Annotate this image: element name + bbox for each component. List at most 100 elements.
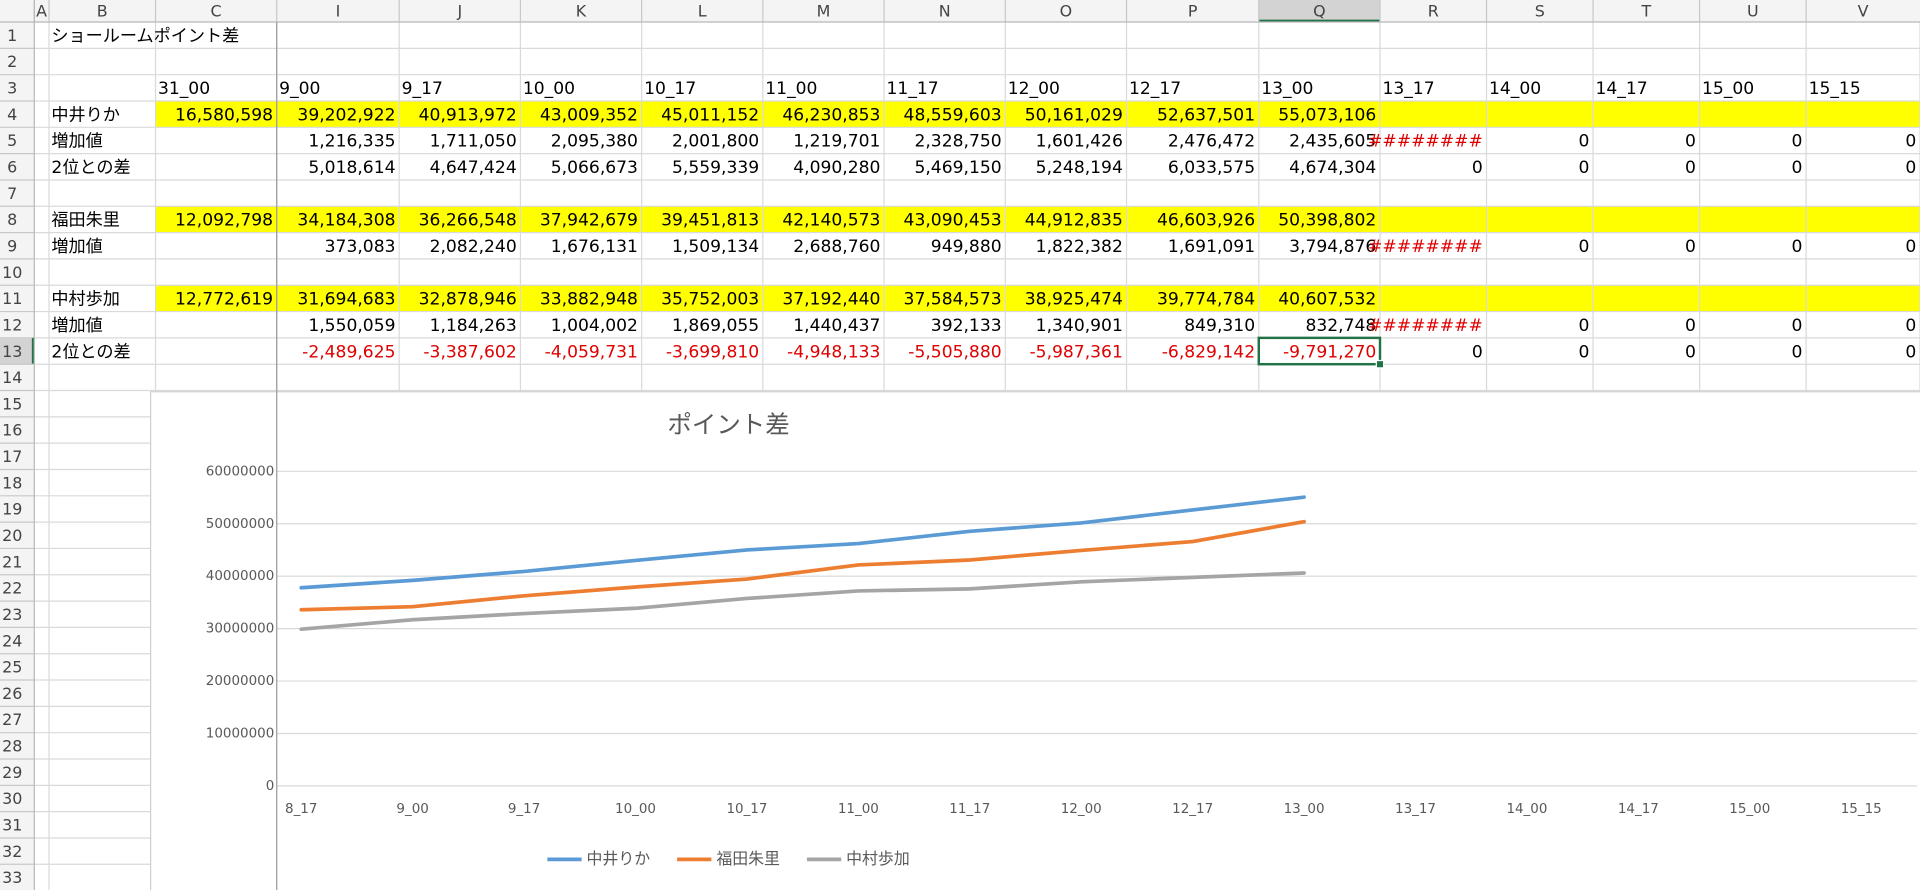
embedded-chart[interactable]: ポイント差 0 10000000 20000000 30000000 40000000 50… (150, 391, 1920, 890)
cell-text: 1,216,335 (308, 132, 395, 152)
column-header: P (1188, 2, 1198, 21)
cell-text: 5,066,673 (551, 158, 638, 178)
cell-text: 0 (1685, 132, 1696, 152)
cell-text: 0 (1578, 158, 1589, 178)
row-header: 26 (2, 684, 22, 703)
y-tick-label: 40000000 (206, 569, 274, 584)
x-tick-label: 9_00 (396, 802, 428, 817)
cell-text: 1,869,055 (672, 316, 759, 336)
cell-text: -4,948,133 (787, 342, 880, 362)
column-header: T (1640, 2, 1651, 21)
cell-text: 15_00 (1702, 79, 1754, 99)
cell-text: 0 (1905, 342, 1916, 362)
cell-text: 0 (1792, 316, 1803, 336)
x-tick-label: 12_17 (1172, 802, 1213, 817)
cell-text: 6,033,575 (1168, 158, 1255, 178)
cell-text: 0 (1685, 158, 1696, 178)
y-tick-label: 0 (266, 779, 275, 794)
row-header: 10 (2, 263, 22, 282)
cell-text: 40,607,532 (1278, 290, 1376, 310)
cell-text: 2,082,240 (430, 237, 517, 257)
cell-text: 38,925,474 (1025, 290, 1123, 310)
cell-text: 40,913,972 (419, 105, 517, 125)
cell-text: 34,184,308 (297, 211, 395, 231)
column-header: C (211, 2, 222, 21)
cell-text: 0 (1578, 132, 1589, 152)
cell-text: 44,912,835 (1025, 211, 1123, 231)
cell-text: 392,133 (931, 316, 1002, 336)
cell-text: 13_00 (1261, 79, 1313, 99)
cell-text: 0 (1472, 342, 1483, 362)
cell-text: 0 (1905, 237, 1916, 257)
cell-text: 0 (1578, 342, 1589, 362)
column-header: V (1858, 2, 1869, 21)
x-tick-label: 13_00 (1284, 802, 1325, 817)
row-header: 19 (2, 500, 22, 519)
x-tick-label: 13_17 (1395, 802, 1436, 817)
cell-text: 1,440,437 (793, 316, 880, 336)
series-line (299, 519, 1306, 612)
cell-text: 46,230,853 (782, 105, 880, 125)
cell-text: 0 (1905, 132, 1916, 152)
row-header: 3 (7, 79, 17, 98)
row-header: 7 (7, 184, 17, 203)
cell-text: -5,987,361 (1030, 342, 1123, 362)
row-header: 23 (2, 605, 22, 624)
row-header: 12 (2, 315, 22, 334)
x-tick-label: 11_00 (838, 802, 879, 817)
cell-text: 0 (1792, 158, 1803, 178)
cell-text: 37,584,573 (904, 290, 1002, 310)
chart-title: ポイント差 (667, 410, 789, 439)
cell-text: 0 (1905, 158, 1916, 178)
cell-text: -3,699,810 (666, 342, 759, 362)
cell-text: 1,340,901 (1036, 316, 1123, 336)
cell-text: 13_17 (1382, 79, 1434, 99)
cell-text: 2位との差 (51, 342, 130, 362)
cell-text: 0 (1792, 132, 1803, 152)
active-column-header (1258, 0, 1380, 23)
cell-text: 12,772,619 (175, 290, 273, 310)
cell-text: 832,748 (1305, 316, 1376, 336)
legend-label: 中村歩加 (846, 849, 910, 868)
active-row-header (0, 337, 35, 365)
cell-text: 50,161,029 (1025, 105, 1123, 125)
row-header-bar (0, 0, 35, 890)
cell-text: -3,387,602 (423, 342, 516, 362)
column-header: U (1747, 2, 1759, 21)
cell-text: 31_00 (158, 79, 210, 99)
series-line (299, 495, 1306, 590)
cell-text: 2,688,760 (793, 237, 880, 257)
column-header-bar (0, 0, 1920, 23)
cell-text: 1,822,382 (1036, 237, 1123, 257)
column-header: J (456, 2, 462, 21)
cell-text: 4,674,304 (1289, 158, 1376, 178)
cell-text: 12_17 (1129, 79, 1181, 99)
cell-text: 43,009,352 (540, 105, 638, 125)
cell-text: 43,090,453 (904, 211, 1002, 231)
cell-text: 福田朱里 (51, 211, 120, 231)
cell-text: 46,603,926 (1157, 211, 1255, 231)
cell-text: 849,310 (1184, 316, 1255, 336)
cell-text: 2,001,800 (672, 132, 759, 152)
x-tick-label: 9_17 (508, 802, 540, 817)
column-header: N (939, 2, 951, 21)
cell-text: 39,202,922 (297, 105, 395, 125)
row-header: 25 (2, 658, 22, 677)
cell-text: 12,092,798 (175, 211, 273, 231)
cell-text: 5,469,150 (914, 158, 1001, 178)
cell-text: 14_00 (1489, 79, 1541, 99)
cell-text: 1,676,131 (551, 237, 638, 257)
cell-text: 48,559,603 (904, 105, 1002, 125)
cell-text: 0 (1792, 237, 1803, 257)
row-header: 11 (2, 289, 22, 308)
cell-text: 16,580,598 (175, 105, 273, 125)
cell-text: 10_17 (644, 79, 696, 99)
row-header: 33 (2, 868, 22, 887)
cell-text: 0 (1685, 237, 1696, 257)
cell-text: 37,942,679 (540, 211, 638, 231)
cell-text: 2,095,380 (551, 132, 638, 152)
cell-text: 10_00 (523, 79, 575, 99)
cell-text: 3,794,876 (1289, 237, 1376, 257)
